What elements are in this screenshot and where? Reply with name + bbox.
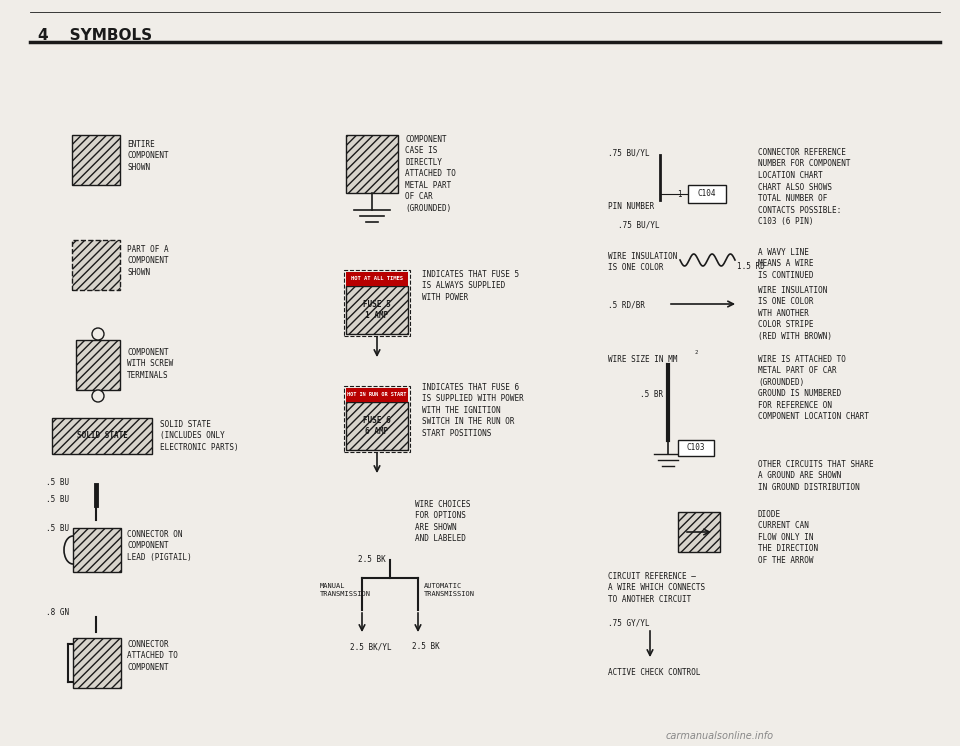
- Text: .75 GY/YL: .75 GY/YL: [608, 618, 650, 627]
- Text: .75 BU/YL: .75 BU/YL: [608, 148, 650, 157]
- Text: INDICATES THAT FUSE 5
IS ALWAYS SUPPLIED
WITH POWER: INDICATES THAT FUSE 5 IS ALWAYS SUPPLIED…: [422, 270, 519, 302]
- Text: .5 BU: .5 BU: [46, 524, 69, 533]
- Text: .5 BU: .5 BU: [46, 478, 69, 487]
- Text: .5 BR: .5 BR: [640, 390, 663, 399]
- Text: CONNECTOR
ATTACHED TO
COMPONENT: CONNECTOR ATTACHED TO COMPONENT: [127, 640, 178, 672]
- Text: ACTIVE CHECK CONTROL: ACTIVE CHECK CONTROL: [608, 668, 701, 677]
- Text: FUSE 6
6 AMP: FUSE 6 6 AMP: [363, 416, 391, 436]
- Text: INDICATES THAT FUSE 6
IS SUPPLIED WITH POWER
WITH THE IGNITION
SWITCH IN THE RUN: INDICATES THAT FUSE 6 IS SUPPLIED WITH P…: [422, 383, 524, 438]
- Text: .75 BU/YL: .75 BU/YL: [618, 220, 660, 229]
- Bar: [76, 340, 120, 390]
- Text: .5 RD/BR: .5 RD/BR: [608, 300, 645, 309]
- Bar: [72, 240, 120, 290]
- Text: MANUAL
TRANSMISSION: MANUAL TRANSMISSION: [320, 583, 371, 597]
- Bar: [344, 270, 410, 336]
- Text: PIN NUMBER: PIN NUMBER: [608, 202, 655, 211]
- Text: CIRCUIT REFERENCE –
A WIRE WHICH CONNECTS
TO ANOTHER CIRCUIT: CIRCUIT REFERENCE – A WIRE WHICH CONNECT…: [608, 572, 706, 604]
- Circle shape: [92, 328, 104, 340]
- Text: 4    SYMBOLS: 4 SYMBOLS: [38, 28, 152, 43]
- Text: WIRE INSULATION
IS ONE COLOR: WIRE INSULATION IS ONE COLOR: [608, 252, 678, 272]
- Text: COMPONENT
WITH SCREW
TERMINALS: COMPONENT WITH SCREW TERMINALS: [127, 348, 173, 380]
- Text: CHART ALSO SHOWS
TOTAL NUMBER OF
CONTACTS POSSIBLE:
C103 (6 PIN): CHART ALSO SHOWS TOTAL NUMBER OF CONTACT…: [758, 183, 841, 226]
- Circle shape: [92, 390, 104, 402]
- Bar: [346, 272, 408, 286]
- Text: carmanualsonline.info: carmanualsonline.info: [666, 731, 774, 741]
- Bar: [52, 418, 152, 454]
- Bar: [344, 386, 410, 452]
- Text: 2: 2: [695, 350, 698, 355]
- Text: WIRE CHOICES
FOR OPTIONS
ARE SHOWN
AND LABELED: WIRE CHOICES FOR OPTIONS ARE SHOWN AND L…: [415, 500, 470, 543]
- Bar: [346, 286, 408, 334]
- Text: C104: C104: [698, 189, 716, 198]
- Text: DIODE
CURRENT CAN
FLOW ONLY IN
THE DIRECTION
OF THE ARROW: DIODE CURRENT CAN FLOW ONLY IN THE DIREC…: [758, 510, 818, 565]
- Text: WIRE INSULATION
IS ONE COLOR
WTH ANOTHER
COLOR STRIPE
(RED WITH BROWN): WIRE INSULATION IS ONE COLOR WTH ANOTHER…: [758, 286, 832, 341]
- Text: HOT IN RUN OR START: HOT IN RUN OR START: [348, 392, 407, 398]
- Text: .8 GN: .8 GN: [46, 608, 69, 617]
- Bar: [688, 185, 726, 203]
- Bar: [72, 135, 120, 185]
- Text: 1: 1: [678, 190, 682, 199]
- Text: 2.5 BK: 2.5 BK: [358, 555, 386, 564]
- Bar: [678, 512, 720, 552]
- Text: 1.5 RD: 1.5 RD: [737, 262, 765, 271]
- Text: ENTIRE
COMPONENT
SHOWN: ENTIRE COMPONENT SHOWN: [127, 140, 169, 172]
- Bar: [346, 402, 408, 450]
- Text: C103: C103: [686, 444, 706, 453]
- Text: 2.5 BK/YL: 2.5 BK/YL: [350, 642, 392, 651]
- Text: A WAVY LINE
MEANS A WIRE
IS CONTINUED: A WAVY LINE MEANS A WIRE IS CONTINUED: [758, 248, 813, 280]
- Text: OTHER CIRCUITS THAT SHARE
A GROUND ARE SHOWN
IN GROUND DISTRIBUTION: OTHER CIRCUITS THAT SHARE A GROUND ARE S…: [758, 460, 874, 492]
- Text: 2.5 BK: 2.5 BK: [412, 642, 440, 651]
- Text: HOT AT ALL TIMES: HOT AT ALL TIMES: [351, 277, 403, 281]
- Bar: [678, 440, 714, 456]
- Text: AUTOMATIC
TRANSMISSION: AUTOMATIC TRANSMISSION: [424, 583, 475, 597]
- Text: COMPONENT
CASE IS
DIRECTLY
ATTACHED TO
METAL PART
OF CAR
(GROUNDED): COMPONENT CASE IS DIRECTLY ATTACHED TO M…: [405, 135, 456, 213]
- Text: WIRE SIZE IN MM: WIRE SIZE IN MM: [608, 355, 678, 364]
- Bar: [73, 528, 121, 572]
- Text: .5 BU: .5 BU: [46, 495, 69, 504]
- Text: CONNECTOR REFERENCE
NUMBER FOR COMPONENT
LOCATION CHART: CONNECTOR REFERENCE NUMBER FOR COMPONENT…: [758, 148, 851, 180]
- Bar: [346, 135, 398, 193]
- Text: SOLID STATE
(INCLUDES ONLY
ELECTRONIC PARTS): SOLID STATE (INCLUDES ONLY ELECTRONIC PA…: [160, 420, 239, 452]
- Text: FUSE 5
1 AMP: FUSE 5 1 AMP: [363, 301, 391, 320]
- Bar: [73, 638, 121, 688]
- Text: WIRE IS ATTACHED TO
METAL PART OF CAR
(GROUNDED)
GROUND IS NUMBERED
FOR REFERENC: WIRE IS ATTACHED TO METAL PART OF CAR (G…: [758, 355, 869, 421]
- Bar: [346, 388, 408, 402]
- Text: PART OF A
COMPONENT
SHOWN: PART OF A COMPONENT SHOWN: [127, 245, 169, 277]
- Text: CONNECTOR ON
COMPONENT
LEAD (PIGTAIL): CONNECTOR ON COMPONENT LEAD (PIGTAIL): [127, 530, 192, 562]
- Text: SOLID STATE: SOLID STATE: [77, 431, 128, 440]
